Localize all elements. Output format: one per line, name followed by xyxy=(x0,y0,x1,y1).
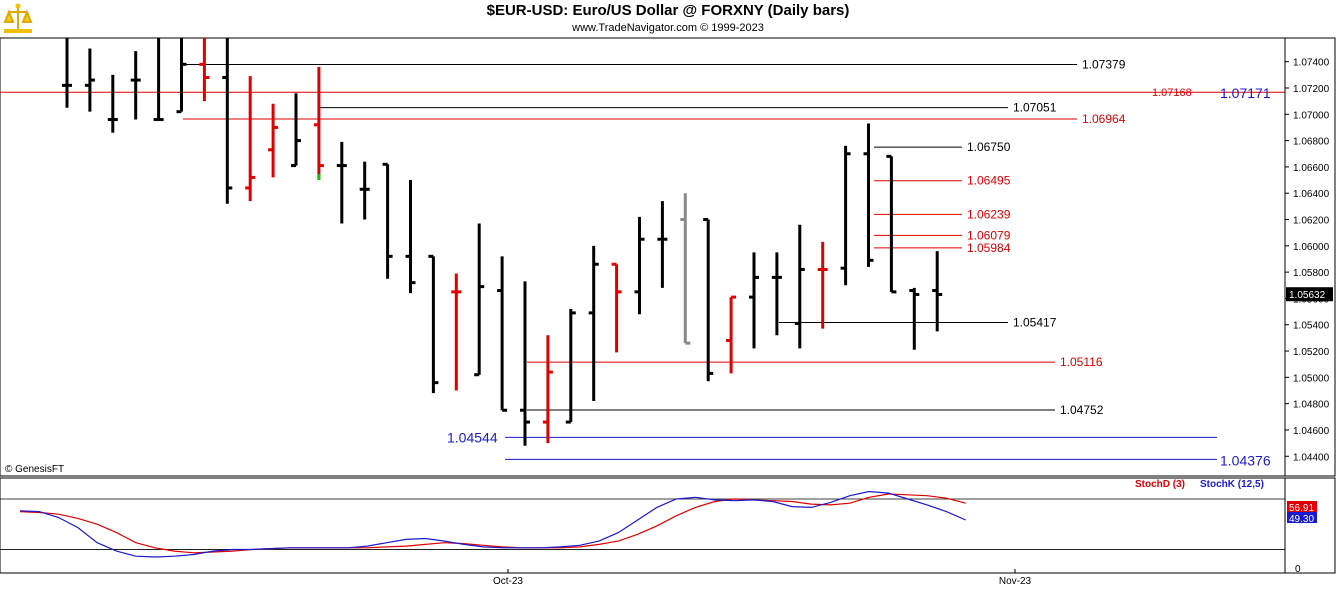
chart-header: $EUR-USD: Euro/US Dollar @ FORXNY (Daily… xyxy=(0,0,1336,38)
ohlc-bar xyxy=(680,193,691,345)
ohlc-bar xyxy=(153,38,164,122)
level-label: 1.07379 xyxy=(1082,57,1126,71)
stoch-axis-tick: 0 xyxy=(1295,564,1301,575)
ohlc-bar xyxy=(222,38,233,204)
level-label: 1.07051 xyxy=(1013,101,1057,115)
last-price-box xyxy=(1286,287,1333,302)
ohlc-bar xyxy=(428,254,439,394)
y-tick-label: 1.05800 xyxy=(1293,268,1330,279)
price-pane-frame xyxy=(0,37,1286,477)
ohlc-bar xyxy=(313,66,324,181)
stochd-value: 56.91 xyxy=(1289,503,1314,514)
stoch-axis-frame xyxy=(1284,477,1336,574)
ohlc-bar xyxy=(497,256,508,412)
ohlc-bar xyxy=(771,252,782,336)
ohlc-bar xyxy=(932,251,943,332)
stoch-line xyxy=(19,490,966,558)
ohlc-bar xyxy=(749,252,759,349)
ohlc-bar xyxy=(451,273,462,391)
level-label: 1.06964 xyxy=(1082,112,1126,126)
stochd-value-box xyxy=(1287,501,1317,513)
y-tick-label: 1.04600 xyxy=(1293,426,1330,437)
y-tick-label: 1.06000 xyxy=(1293,242,1330,253)
x-tick-label: Nov-23 xyxy=(999,576,1032,587)
ohlc-bar xyxy=(886,154,897,294)
ohlc-bar xyxy=(107,74,118,133)
ohlc-bar xyxy=(726,295,737,374)
x-tick-label: Oct-23 xyxy=(493,576,523,587)
ohlc-bar xyxy=(176,38,187,114)
ohlc-bar xyxy=(130,51,141,120)
y-tick-label: 1.07000 xyxy=(1293,110,1330,121)
copyright-label: © GenesisFT xyxy=(5,464,64,475)
y-tick-label: 1.05200 xyxy=(1293,347,1330,358)
level-label: 1.05116 xyxy=(1060,355,1103,369)
level-label: 1.06079 xyxy=(967,228,1011,242)
legend-stochk: StochK (12,5) xyxy=(1200,479,1264,490)
ohlc-bar xyxy=(62,38,72,108)
chart-title: $EUR-USD: Euro/US Dollar @ FORXNY (Daily… xyxy=(486,2,850,19)
stochk-value: 49.30 xyxy=(1289,514,1314,525)
ohlc-bar xyxy=(657,201,668,288)
ohlc-bar xyxy=(474,223,485,377)
ohlc-bar xyxy=(199,38,210,102)
level-label: 1.05417 xyxy=(1013,316,1057,330)
ohlc-bar xyxy=(291,93,301,168)
ohlc-bar xyxy=(611,262,622,353)
y-tick-label: 1.04400 xyxy=(1293,452,1330,463)
ohlc-bar xyxy=(542,335,553,444)
legend-stochd: StochD (3) xyxy=(1135,479,1185,490)
y-tick-label: 1.06800 xyxy=(1293,137,1330,148)
ohlc-bar xyxy=(817,241,828,329)
chart-subtitle: www.TradeNavigator.com © 1999-2023 xyxy=(572,22,764,34)
ohlc-bar xyxy=(268,103,279,178)
y-tick-label: 1.07200 xyxy=(1293,84,1330,95)
level-label: 1.06750 xyxy=(967,140,1011,154)
price-axis: 1.07400 1.07200 1.07000 1.06800 1.06600 1.064… xyxy=(1284,37,1336,477)
ohlc-bar xyxy=(794,224,805,349)
level-label: 1.07168 xyxy=(1152,87,1192,99)
price-pane: 1.07379 1.07168 1.07171 1.07051 1.06964 1.067… xyxy=(0,37,1286,477)
level-label: 1.06495 xyxy=(967,174,1011,188)
y-tick-label: 1.04800 xyxy=(1293,400,1330,411)
ohlc-bar xyxy=(405,180,416,294)
stoch-line xyxy=(19,493,966,554)
ohlc-bar xyxy=(359,161,370,220)
ohlc-bar xyxy=(909,287,920,350)
ohlc-bar xyxy=(565,308,576,424)
y-tick-label: 1.05400 xyxy=(1293,321,1330,332)
ohlc-bar xyxy=(382,162,393,279)
y-tick-label: 1.05000 xyxy=(1293,373,1330,384)
last-price-label: 1.05632 xyxy=(1289,290,1326,301)
ohlc-bar xyxy=(634,216,645,315)
level-label: 1.04752 xyxy=(1060,403,1104,417)
level-label: 1.06239 xyxy=(967,207,1011,221)
y-tick-label: 1.06400 xyxy=(1293,189,1330,200)
ohlc-bar xyxy=(245,76,256,202)
ohlc-bar xyxy=(840,145,851,286)
ohlc-bar xyxy=(336,141,347,224)
price-axis-frame xyxy=(1284,37,1336,477)
y-tick-label: 1.06200 xyxy=(1293,216,1330,227)
level-label: 1.04376 xyxy=(1220,452,1271,468)
y-tick-label: 1.07400 xyxy=(1293,58,1330,69)
stochk-value-box xyxy=(1287,512,1317,523)
ohlc-bar xyxy=(520,281,530,446)
ohlc-bar xyxy=(84,48,95,112)
stoch-pane-frame xyxy=(0,477,1286,574)
ohlc-bar xyxy=(588,245,599,402)
level-label: 1.07171 xyxy=(1220,85,1271,101)
ohlc-bar xyxy=(863,123,874,267)
ohlc-bar xyxy=(703,218,714,382)
trade-navigator-logo xyxy=(3,2,33,34)
level-label: 1.04544 xyxy=(447,429,498,445)
level-label: 1.05984 xyxy=(967,241,1011,255)
y-tick-label: 1.06600 xyxy=(1293,163,1330,174)
